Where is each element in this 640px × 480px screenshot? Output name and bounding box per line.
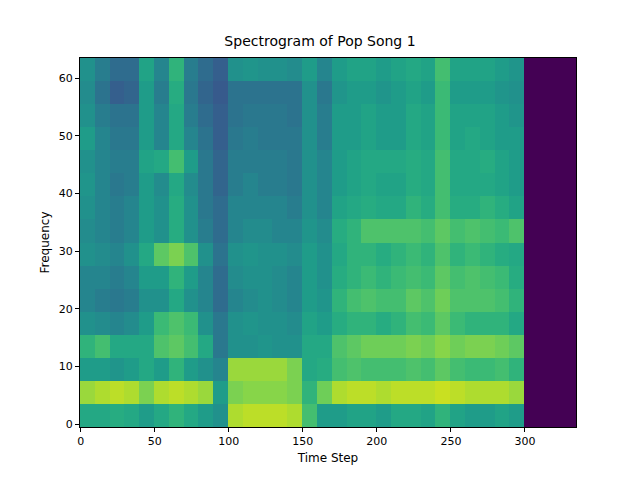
svg-text:0: 0 (77, 435, 84, 448)
svg-text:300: 300 (514, 435, 535, 448)
svg-text:100: 100 (218, 435, 239, 448)
svg-text:0: 0 (66, 418, 73, 431)
svg-text:30: 30 (59, 245, 73, 258)
svg-text:10: 10 (59, 360, 73, 373)
svg-text:Spectrogram of Pop Song 1: Spectrogram of Pop Song 1 (224, 33, 415, 49)
svg-text:50: 50 (59, 130, 73, 143)
svg-text:200: 200 (366, 435, 387, 448)
svg-text:50: 50 (148, 435, 162, 448)
svg-text:Time Step: Time Step (297, 451, 359, 465)
svg-text:60: 60 (59, 72, 73, 85)
svg-text:150: 150 (292, 435, 313, 448)
svg-text:Frequency: Frequency (38, 212, 52, 274)
svg-text:40: 40 (59, 187, 73, 200)
svg-text:20: 20 (59, 303, 73, 316)
svg-text:250: 250 (440, 435, 461, 448)
